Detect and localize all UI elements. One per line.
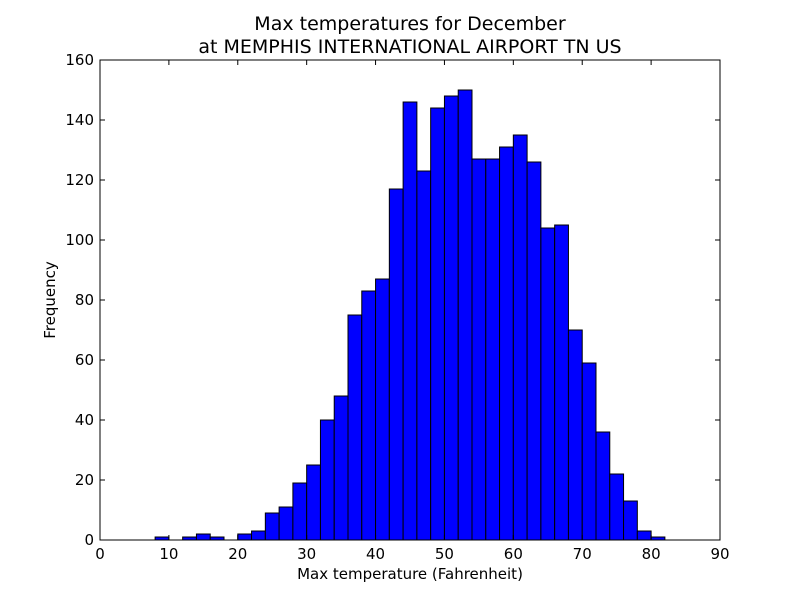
histogram-bar [499,146,514,541]
histogram-bar [375,278,390,541]
histogram-bar [581,362,597,541]
x-tick-label: 40 [366,545,385,563]
histogram-bar [540,227,556,541]
histogram-bar [457,89,473,541]
histogram-bar [471,158,487,541]
y-tick-label: 160 [65,51,94,69]
chart-title-line-2: at MEMPHIS INTERNATIONAL AIRPORT TN US [198,36,621,58]
y-tick-label: 60 [75,351,94,369]
x-tick-label: 0 [95,545,105,563]
histogram-bar [264,512,280,541]
histogram-bar [195,533,211,541]
histogram-bar [416,170,432,541]
x-tick-label: 80 [642,545,661,563]
x-axis-label: Max temperature (Fahrenheit) [297,565,523,583]
y-tick-label: 40 [75,411,94,429]
histogram-bar [278,506,294,541]
histogram-bar [319,419,335,541]
ticks-group: 0 10 20 30 40 50 60 70 80 90 0 20 40 60 80 100 120 140 160 [65,51,729,563]
histogram-bar [609,473,625,541]
histogram-bar [443,95,459,541]
x-tick-label: 20 [228,545,247,563]
x-tick-label: 50 [435,545,454,563]
histogram-bar [512,134,528,541]
histogram-bar [388,188,404,541]
histogram-bar [554,224,569,541]
x-tick-label: 10 [159,545,178,563]
histogram-bar [333,395,349,541]
histogram-bar [636,530,652,541]
x-tick-label: 70 [573,545,592,563]
histogram-bar [361,290,377,541]
histogram-bar [623,500,638,541]
x-tick-label: 90 [710,545,729,563]
histogram-bar [402,101,418,541]
histogram-bar [347,314,363,541]
histogram-bar [306,464,321,541]
histogram-bar [292,482,308,541]
histogram-bar [485,158,501,541]
histogram-bar [567,329,583,541]
chart-title-line-1: Max temperatures for December [254,13,566,35]
x-tick-label: 30 [297,545,316,563]
y-tick-label: 20 [75,471,94,489]
histogram-bar [526,161,542,541]
y-tick-label: 100 [65,231,94,249]
histogram-bar [251,530,266,541]
y-tick-label: 140 [65,111,94,129]
y-tick-label: 120 [65,171,94,189]
histogram-bar [430,107,445,541]
histogram-bar [237,533,253,541]
histogram-bar [595,431,611,541]
y-axis-label: Frequency [41,261,59,339]
y-tick-label: 80 [75,291,94,309]
x-tick-label: 60 [504,545,523,563]
y-tick-label: 0 [84,531,94,549]
bars-group [154,89,666,541]
plot-frame [99,59,721,541]
